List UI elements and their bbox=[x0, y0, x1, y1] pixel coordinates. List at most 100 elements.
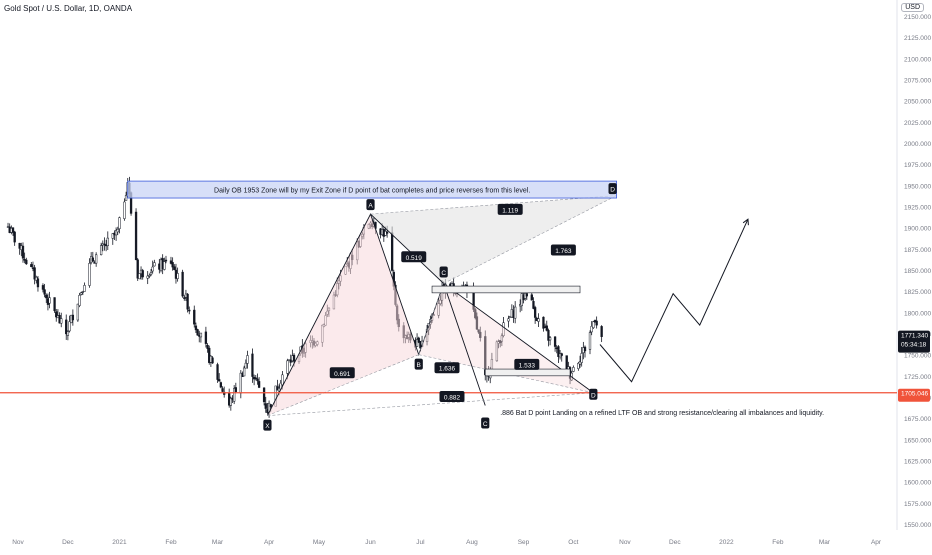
candle-body bbox=[204, 331, 208, 344]
candle-body bbox=[95, 254, 98, 264]
candle-body bbox=[124, 194, 128, 201]
candle-body bbox=[500, 335, 504, 342]
y-tick-label: 2150.000 bbox=[904, 14, 931, 21]
xab-triangle bbox=[267, 214, 419, 416]
y-tick-label: 2050.000 bbox=[904, 99, 931, 106]
point-c2-label: C bbox=[483, 421, 488, 428]
candle-body bbox=[48, 297, 51, 304]
x-tick-label: Aug bbox=[466, 539, 478, 546]
ratio-label-bg bbox=[401, 251, 427, 263]
point-x-label: X bbox=[265, 423, 270, 430]
candle-body bbox=[65, 319, 68, 335]
ratio-label: 1.119 bbox=[502, 207, 518, 214]
candle-body bbox=[36, 278, 40, 288]
x-tick-label: May bbox=[313, 539, 326, 546]
candle-body bbox=[477, 329, 480, 333]
y-tick-label: 2000.000 bbox=[904, 141, 931, 148]
candle-body bbox=[437, 303, 440, 316]
point-b-label-bg bbox=[414, 358, 423, 370]
candle-body bbox=[91, 257, 94, 262]
candle-body bbox=[242, 367, 246, 377]
candle-body bbox=[233, 388, 236, 402]
ratio-label: 0.519 bbox=[406, 255, 423, 262]
last-price-tag: 1771.340 bbox=[901, 333, 928, 340]
candle-body bbox=[218, 379, 221, 382]
ratio-line bbox=[443, 195, 617, 284]
candle-body bbox=[118, 217, 121, 229]
candle-body bbox=[390, 232, 394, 271]
resistance-box bbox=[431, 285, 581, 294]
candle-body bbox=[439, 299, 442, 304]
x-tick-label: Mar bbox=[819, 539, 831, 546]
last-price-tag: 05:34:18 bbox=[901, 342, 927, 349]
candle-body bbox=[251, 353, 254, 377]
point-c2-label-bg bbox=[481, 417, 490, 429]
candle-body bbox=[163, 261, 166, 270]
candle-body bbox=[557, 346, 560, 357]
candle-body bbox=[572, 367, 575, 372]
symbol-title: Gold Spot / U.S. Dollar, 1D, OANDA bbox=[4, 4, 133, 13]
y-tick-label: 1600.000 bbox=[904, 480, 931, 487]
candle-body bbox=[11, 227, 15, 233]
point-a-label: A bbox=[368, 203, 373, 210]
y-tick-label: 1650.000 bbox=[904, 437, 931, 444]
ratio-line bbox=[418, 283, 444, 355]
candle-body bbox=[474, 309, 477, 319]
candle-body bbox=[257, 381, 261, 388]
candle-body bbox=[68, 321, 71, 332]
candle-body bbox=[211, 357, 214, 364]
x-tick-label: Jul bbox=[416, 539, 425, 546]
candle-body bbox=[21, 245, 25, 259]
y-tick-label: 1875.000 bbox=[904, 247, 931, 254]
acd-projection-area bbox=[370, 195, 617, 284]
y-tick-label: 2025.000 bbox=[904, 120, 931, 127]
x-tick-label: Feb bbox=[772, 539, 784, 546]
candle-body bbox=[588, 332, 592, 350]
ratio-label-bg bbox=[439, 391, 465, 402]
support-price-tag-bg bbox=[898, 388, 930, 402]
candle-body bbox=[495, 341, 499, 362]
candle-body bbox=[289, 359, 292, 363]
ratio-label: 1.763 bbox=[555, 248, 572, 255]
y-tick-label: 2100.000 bbox=[904, 56, 931, 63]
support-price-tag: 1705.046 bbox=[901, 391, 928, 398]
y-tick-label: 1975.000 bbox=[904, 162, 931, 169]
candle-body bbox=[164, 259, 168, 262]
candle-body bbox=[33, 267, 36, 280]
candle-body bbox=[219, 382, 223, 388]
projection-path bbox=[599, 218, 749, 383]
point-d-label: D bbox=[591, 392, 596, 399]
candle-body bbox=[71, 314, 75, 321]
candle-body bbox=[173, 266, 176, 270]
candle-body bbox=[264, 403, 267, 409]
candle-body bbox=[188, 309, 191, 312]
candle-body bbox=[13, 231, 16, 243]
candle-body bbox=[221, 388, 224, 392]
candle-body bbox=[600, 326, 603, 337]
x-tick-label: Nov bbox=[12, 539, 24, 546]
candle-body bbox=[176, 273, 179, 279]
candle-body bbox=[148, 275, 151, 277]
last-price-tag-bg bbox=[898, 330, 930, 353]
candle-body bbox=[286, 360, 289, 374]
annotation-text: .886 Bat D point Landing on a refined LT… bbox=[500, 410, 824, 417]
candle-body bbox=[78, 295, 81, 306]
candle-body bbox=[123, 201, 126, 219]
x-tick-label: Jun bbox=[365, 539, 376, 546]
y-tick-label: 1850.000 bbox=[904, 268, 931, 275]
candle-body bbox=[99, 245, 103, 255]
x-tick-label: Apr bbox=[264, 539, 275, 546]
candle-body bbox=[592, 321, 595, 328]
x-tick-label: Sep bbox=[518, 539, 530, 546]
currency-button[interactable]: USD bbox=[901, 3, 924, 12]
ratio-label: 0.882 bbox=[444, 395, 461, 402]
candle-body bbox=[580, 353, 583, 363]
candle-body bbox=[80, 292, 83, 295]
candle-body bbox=[106, 237, 109, 246]
ratio-label-bg bbox=[550, 244, 576, 256]
candle-body bbox=[181, 271, 184, 297]
y-tick-label: 1925.000 bbox=[904, 205, 931, 212]
bcd-triangle bbox=[418, 283, 594, 393]
